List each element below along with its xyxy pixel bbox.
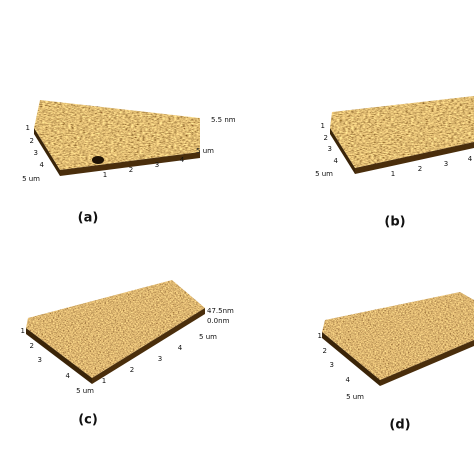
- y-tick-label: 4: [40, 161, 45, 169]
- y-tick-label: 5 um: [22, 175, 40, 183]
- y-tick-label: 2: [324, 134, 328, 142]
- x-tick-label: 3: [444, 160, 448, 168]
- panel-label: (b): [384, 215, 405, 230]
- y-tick-label: 2: [30, 137, 34, 145]
- x-tick-label: 4: [180, 156, 185, 164]
- x-tick-label: 4: [178, 344, 183, 352]
- panel-label: (a): [78, 211, 99, 226]
- surface-b: [330, 96, 474, 174]
- panel-label: (d): [389, 418, 410, 433]
- y-tick-label: 1: [318, 332, 322, 340]
- y-tick-label: 1: [321, 122, 325, 130]
- y-tick-label: 3: [38, 356, 42, 364]
- y-tick-label: 2: [323, 347, 327, 355]
- x-tick-label: 1: [102, 377, 106, 385]
- x-tick-label: 3: [155, 161, 159, 169]
- x-tick-label: 4: [468, 155, 473, 163]
- y-tick-label: 4: [334, 157, 339, 165]
- surface-a: [34, 100, 200, 176]
- z-label: 5.5 nm: [211, 116, 236, 124]
- y-tick-label: 4: [346, 376, 351, 384]
- y-tick-label: 3: [330, 361, 334, 369]
- z-label: 47.5nm: [207, 307, 234, 315]
- y-tick-label: 5 um: [346, 393, 364, 401]
- y-tick-label: 4: [66, 372, 71, 380]
- y-tick-label: 3: [328, 145, 332, 153]
- y-tick-label: 1: [26, 124, 30, 132]
- x-tick-label: 1: [103, 171, 107, 179]
- x-tick-label: 2: [130, 366, 134, 374]
- x-tick-label: 2: [129, 166, 133, 174]
- x-tick-label: 3: [158, 355, 162, 363]
- x-tick-label: 5 um: [199, 333, 217, 341]
- x-tick-label: 5 um: [196, 147, 214, 155]
- y-tick-label: 3: [34, 149, 38, 157]
- surface-c: [26, 280, 205, 384]
- surface-d: [322, 292, 474, 386]
- y-tick-label: 1: [21, 327, 25, 335]
- z-label: 0.0nm: [207, 317, 230, 325]
- x-tick-label: 2: [418, 165, 422, 173]
- y-tick-label: 2: [30, 342, 34, 350]
- x-tick-label: 1: [391, 170, 395, 178]
- y-tick-label: 5 um: [315, 170, 333, 178]
- panel-label: (c): [78, 413, 98, 428]
- y-tick-label: 5 um: [76, 387, 94, 395]
